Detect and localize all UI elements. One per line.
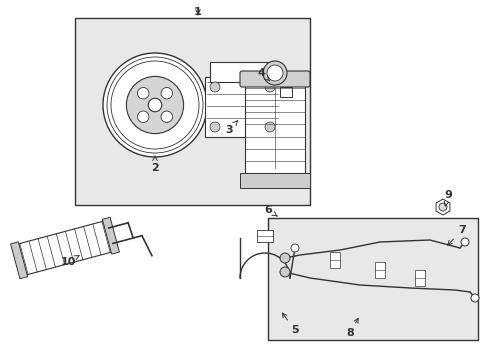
Circle shape (137, 111, 149, 122)
Circle shape (161, 87, 172, 99)
Bar (414, 270, 424, 286)
Circle shape (280, 253, 289, 263)
Circle shape (264, 82, 274, 92)
FancyBboxPatch shape (240, 71, 309, 87)
Circle shape (264, 122, 274, 132)
Text: 3: 3 (225, 121, 237, 135)
Text: 5: 5 (282, 313, 298, 335)
Text: 8: 8 (346, 318, 357, 338)
Bar (204, 77, 280, 137)
Bar (280, 87, 291, 97)
Text: 2: 2 (151, 156, 159, 173)
Circle shape (126, 76, 183, 134)
Circle shape (290, 244, 298, 252)
Text: 6: 6 (264, 205, 277, 216)
Bar (244, 83, 305, 178)
Polygon shape (11, 242, 28, 279)
Text: 9: 9 (443, 190, 451, 206)
Bar (257, 230, 272, 242)
Circle shape (460, 238, 468, 246)
Circle shape (148, 98, 162, 112)
Polygon shape (102, 217, 119, 254)
Polygon shape (15, 220, 115, 276)
Bar (267, 218, 477, 340)
Text: 7: 7 (447, 225, 465, 245)
Bar (240, 173, 309, 188)
Circle shape (161, 111, 172, 122)
Circle shape (103, 53, 206, 157)
Bar (75, 18, 309, 205)
Circle shape (266, 65, 283, 81)
Circle shape (263, 61, 286, 85)
Circle shape (209, 82, 220, 92)
Bar (374, 262, 384, 278)
Circle shape (209, 122, 220, 132)
Circle shape (137, 87, 149, 99)
Circle shape (280, 267, 289, 277)
Text: 1: 1 (194, 7, 202, 17)
Polygon shape (435, 199, 449, 215)
Bar (329, 252, 339, 268)
Text: 4: 4 (257, 68, 269, 81)
Bar (209, 62, 269, 82)
Text: 10: 10 (60, 256, 79, 267)
Circle shape (470, 294, 478, 302)
Circle shape (438, 203, 446, 211)
